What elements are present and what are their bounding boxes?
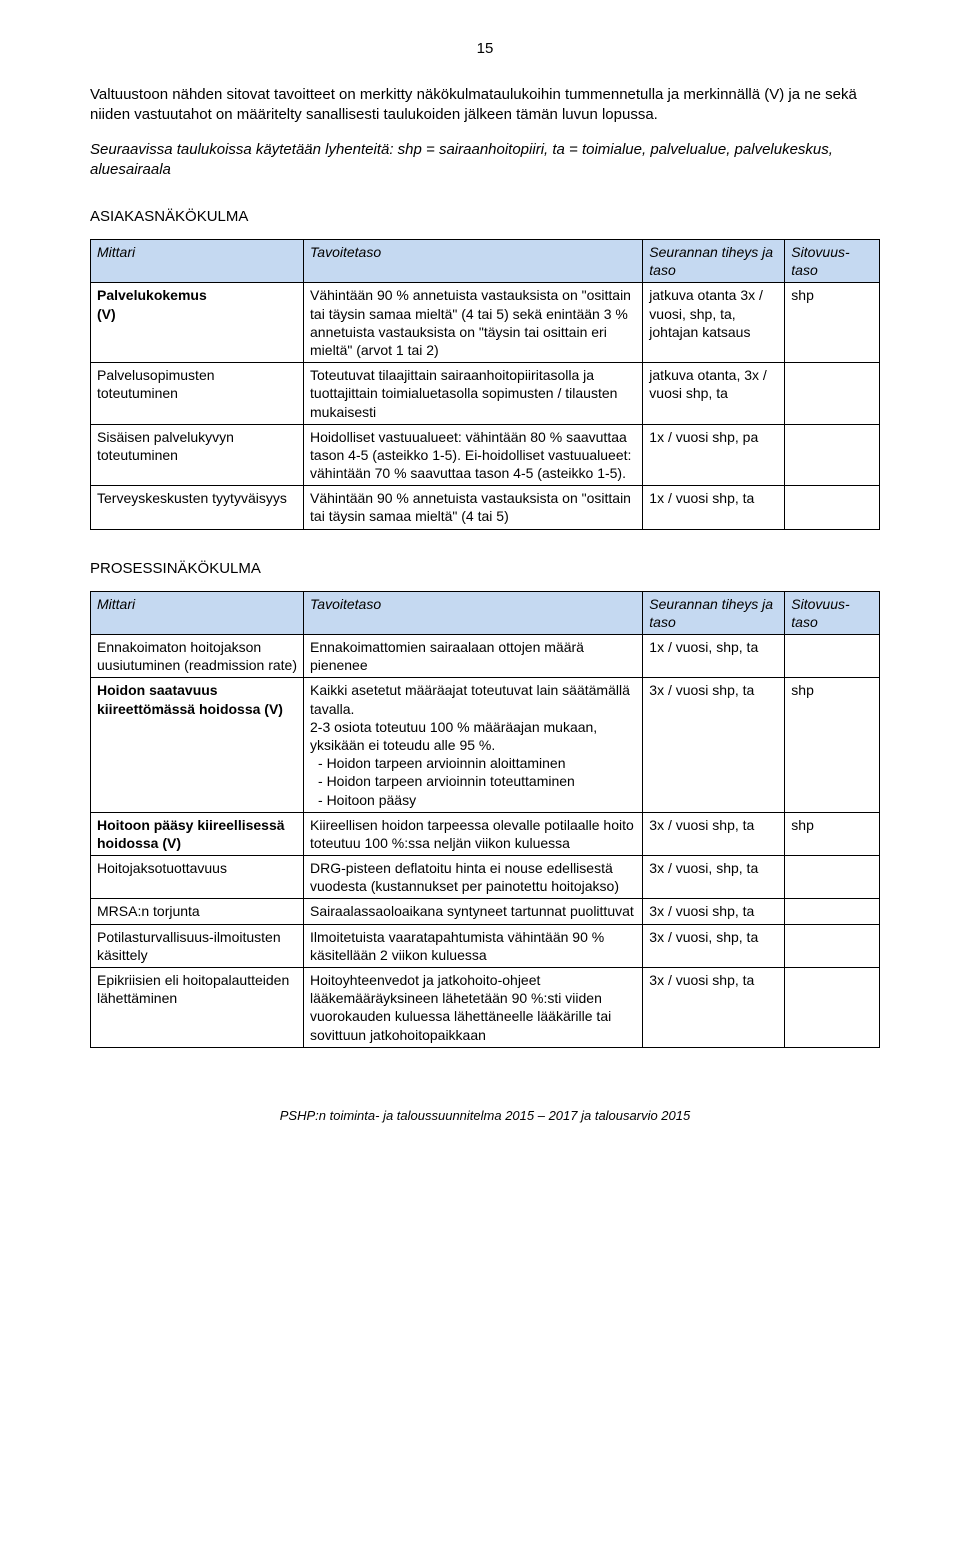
intro-italic: Seuraavissa taulukoissa käytetään lyhent… xyxy=(90,140,880,181)
cell-sitovuus xyxy=(785,968,880,1048)
header-seurannan: Seurannan tiheys ja taso xyxy=(643,240,785,283)
cell-seuranta: 1x / vuosi, shp, ta xyxy=(643,635,785,678)
cell-tavoitetaso: Ilmoitetuista vaaratapahtumista vähintää… xyxy=(304,924,643,967)
table-row: Palvelukokemus(V)Vähintään 90 % annetuis… xyxy=(91,283,880,363)
cell-tavoitetaso: Vähintään 90 % annetuista vastauksista o… xyxy=(304,283,643,363)
cell-seuranta: jatkuva otanta, 3x / vuosi shp, ta xyxy=(643,363,785,425)
cell-seuranta: 1x / vuosi shp, pa xyxy=(643,424,785,486)
header-tavoitetaso: Tavoitetaso xyxy=(304,591,643,634)
asiakas-table: Mittari Tavoitetaso Seurannan tiheys ja … xyxy=(90,239,880,530)
table-header-row: Mittari Tavoitetaso Seurannan tiheys ja … xyxy=(91,591,880,634)
cell-mittari: Terveyskeskusten tyytyväisyys xyxy=(91,486,304,529)
cell-tavoitetaso: Kiireellisen hoidon tarpeessa olevalle p… xyxy=(304,812,643,855)
cell-sitovuus xyxy=(785,899,880,924)
section-heading-asiakas: ASIAKASNÄKÖKULMA xyxy=(90,208,880,225)
prosessi-table: Mittari Tavoitetaso Seurannan tiheys ja … xyxy=(90,591,880,1048)
cell-seuranta: 3x / vuosi shp, ta xyxy=(643,968,785,1048)
cell-tavoitetaso: Vähintään 90 % annetuista vastauksista o… xyxy=(304,486,643,529)
table-row: Potilasturvallisuus-ilmoitusten käsittel… xyxy=(91,924,880,967)
cell-mittari: Sisäisen palvelukyvyn toteutuminen xyxy=(91,424,304,486)
header-sitovuus: Sitovuus-taso xyxy=(785,591,880,634)
cell-tavoitetaso: Kaikki asetetut määräajat toteutuvat lai… xyxy=(304,678,643,812)
cell-seuranta: jatkuva otanta 3x / vuosi, shp, ta, joht… xyxy=(643,283,785,363)
cell-mittari: Palvelukokemus(V) xyxy=(91,283,304,363)
table-row: MRSA:n torjuntaSairaalassaoloaikana synt… xyxy=(91,899,880,924)
cell-mittari: Epikriisien eli hoitopalautteiden lähett… xyxy=(91,968,304,1048)
cell-mittari: Ennakoimaton hoitojakson uusiutuminen (r… xyxy=(91,635,304,678)
table-row: Sisäisen palvelukyvyn toteutuminenHoidol… xyxy=(91,424,880,486)
table-row: Ennakoimaton hoitojakson uusiutuminen (r… xyxy=(91,635,880,678)
table-row: Palvelusopimusten toteutuminenToteutuvat… xyxy=(91,363,880,425)
intro-paragraph: Valtuustoon nähden sitovat tavoitteet on… xyxy=(90,85,880,126)
cell-tavoitetaso: Toteutuvat tilaajittain sairaanhoitopiir… xyxy=(304,363,643,425)
cell-sitovuus xyxy=(785,363,880,425)
cell-sitovuus xyxy=(785,424,880,486)
cell-sitovuus: shp xyxy=(785,678,880,812)
cell-sitovuus xyxy=(785,856,880,899)
cell-seuranta: 3x / vuosi shp, ta xyxy=(643,899,785,924)
cell-sitovuus: shp xyxy=(785,283,880,363)
cell-seuranta: 3x / vuosi, shp, ta xyxy=(643,856,785,899)
cell-seuranta: 3x / vuosi, shp, ta xyxy=(643,924,785,967)
table-header-row: Mittari Tavoitetaso Seurannan tiheys ja … xyxy=(91,240,880,283)
cell-tavoitetaso: Hoitoyhteenvedot ja jatkohoito-ohjeet lä… xyxy=(304,968,643,1048)
cell-sitovuus xyxy=(785,635,880,678)
header-tavoitetaso: Tavoitetaso xyxy=(304,240,643,283)
cell-tavoitetaso: Hoidolliset vastuualueet: vähintään 80 %… xyxy=(304,424,643,486)
cell-tavoitetaso: Sairaalassaoloaikana syntyneet tartunnat… xyxy=(304,899,643,924)
page-number: 15 xyxy=(90,40,880,57)
cell-mittari: Hoitoon pääsy kiireellisessä hoidossa (V… xyxy=(91,812,304,855)
cell-mittari: MRSA:n torjunta xyxy=(91,899,304,924)
cell-mittari: Hoitojaksotuottavuus xyxy=(91,856,304,899)
table-row: Epikriisien eli hoitopalautteiden lähett… xyxy=(91,968,880,1048)
header-mittari: Mittari xyxy=(91,240,304,283)
header-mittari: Mittari xyxy=(91,591,304,634)
section-heading-prosessi: PROSESSINÄKÖKULMA xyxy=(90,560,880,577)
cell-mittari: Potilasturvallisuus-ilmoitusten käsittel… xyxy=(91,924,304,967)
page-footer: PSHP:n toiminta- ja taloussuunnitelma 20… xyxy=(90,1108,880,1123)
cell-sitovuus xyxy=(785,486,880,529)
table-row: Terveyskeskusten tyytyväisyysVähintään 9… xyxy=(91,486,880,529)
table-row: Hoidon saatavuus kiireettömässä hoidossa… xyxy=(91,678,880,812)
cell-tavoitetaso: Ennakoimattomien sairaalaan ottojen määr… xyxy=(304,635,643,678)
header-seurannan: Seurannan tiheys ja taso xyxy=(643,591,785,634)
table-row: HoitojaksotuottavuusDRG-pisteen deflatoi… xyxy=(91,856,880,899)
cell-seuranta: 3x / vuosi shp, ta xyxy=(643,678,785,812)
header-sitovuus: Sitovuus-taso xyxy=(785,240,880,283)
cell-sitovuus xyxy=(785,924,880,967)
cell-seuranta: 1x / vuosi shp, ta xyxy=(643,486,785,529)
cell-tavoitetaso: DRG-pisteen deflatoitu hinta ei nouse ed… xyxy=(304,856,643,899)
cell-seuranta: 3x / vuosi shp, ta xyxy=(643,812,785,855)
table-row: Hoitoon pääsy kiireellisessä hoidossa (V… xyxy=(91,812,880,855)
cell-mittari: Hoidon saatavuus kiireettömässä hoidossa… xyxy=(91,678,304,812)
cell-sitovuus: shp xyxy=(785,812,880,855)
cell-mittari: Palvelusopimusten toteutuminen xyxy=(91,363,304,425)
document-page: 15 Valtuustoon nähden sitovat tavoitteet… xyxy=(0,0,960,1153)
